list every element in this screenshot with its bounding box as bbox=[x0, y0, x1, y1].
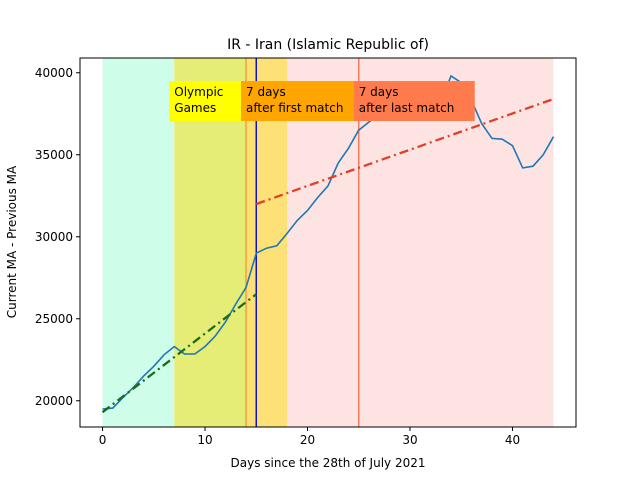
y-tick-label: 35000 bbox=[35, 148, 73, 162]
y-axis-label: Current MA - Previous MA bbox=[5, 165, 19, 318]
trend-line-1 bbox=[101, 293, 258, 414]
chart-title: IR - Iran (Islamic Republic of) bbox=[227, 37, 429, 53]
x-tick-label: 30 bbox=[402, 433, 417, 447]
annotation-text-2-2: after first match bbox=[246, 101, 343, 115]
x-tick-label: 0 bbox=[99, 433, 107, 447]
y-tick-label: 25000 bbox=[35, 312, 73, 326]
annotation-boxes: Olympic Games 7 days after first match 7 day… bbox=[169, 81, 475, 122]
x-axis-label: Days since the 28th of July 2021 bbox=[231, 456, 426, 470]
x-tick-label: 20 bbox=[300, 433, 315, 447]
y-tick-label: 40000 bbox=[35, 66, 73, 80]
annotation-text-1-1: Olympic bbox=[174, 85, 223, 99]
y-axis-ticks: 20000 25000 30000 35000 40000 bbox=[35, 66, 80, 408]
x-tick-label: 40 bbox=[505, 433, 520, 447]
series-line-main bbox=[102, 74, 555, 410]
plot-frame bbox=[79, 57, 577, 428]
annotation-box-3 bbox=[353, 81, 475, 122]
y-tick-label: 30000 bbox=[35, 230, 73, 244]
x-axis-ticks: 0 10 20 30 40 bbox=[99, 427, 520, 447]
annotation-text-2-1: 7 days bbox=[246, 85, 286, 99]
data-series bbox=[101, 74, 555, 414]
x-tick-label: 10 bbox=[197, 433, 212, 447]
annotation-text-3-1: 7 days bbox=[359, 85, 399, 99]
annotation-box-1 bbox=[169, 81, 242, 122]
shaded-region-1 bbox=[102, 58, 175, 427]
annotation-text-1-2: Games bbox=[174, 101, 216, 115]
annotation-text-3-2: after last match bbox=[359, 101, 455, 115]
trend-line-2 bbox=[255, 97, 554, 206]
annotation-box-2 bbox=[241, 81, 355, 122]
y-tick-label: 20000 bbox=[35, 394, 73, 408]
